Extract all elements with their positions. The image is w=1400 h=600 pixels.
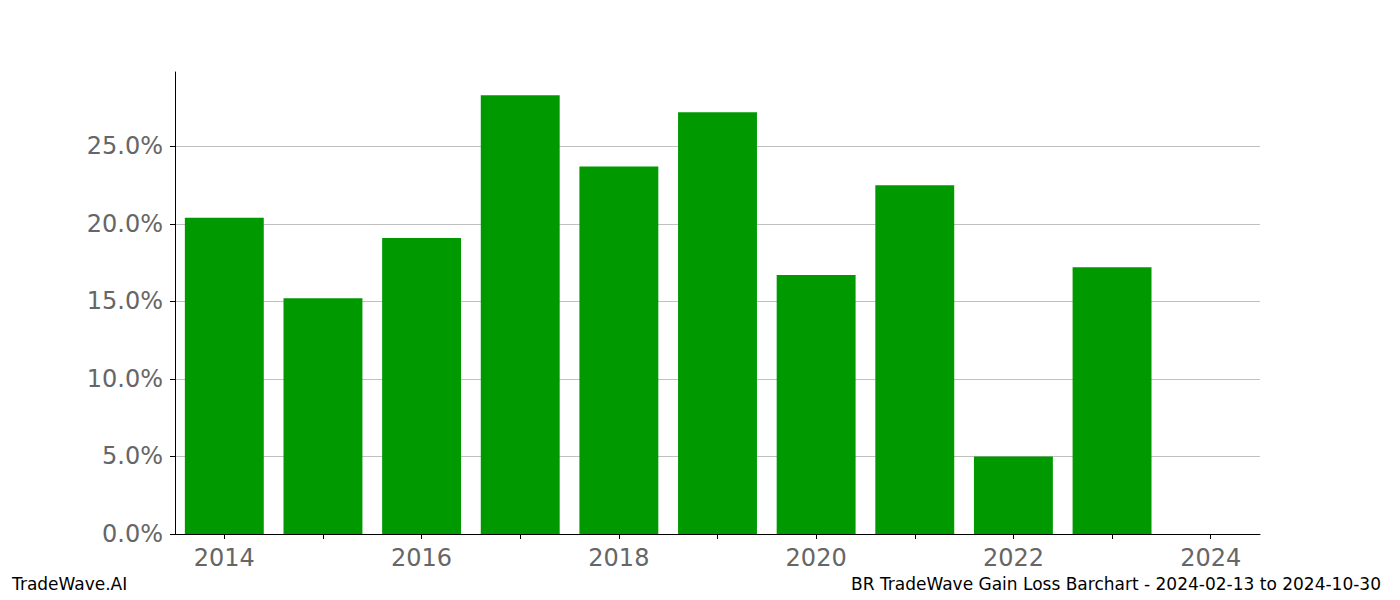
svg-text:2016: 2016 [391, 544, 452, 572]
svg-text:5.0%: 5.0% [102, 442, 163, 470]
svg-text:10.0%: 10.0% [87, 365, 163, 393]
svg-text:2018: 2018 [588, 544, 649, 572]
svg-text:0.0%: 0.0% [102, 520, 163, 548]
svg-text:2020: 2020 [786, 544, 847, 572]
svg-text:2014: 2014 [194, 544, 255, 572]
svg-text:2022: 2022 [983, 544, 1044, 572]
svg-text:TradeWave.AI: TradeWave.AI [11, 574, 127, 594]
svg-text:20.0%: 20.0% [87, 210, 163, 238]
svg-text:25.0%: 25.0% [87, 132, 163, 160]
svg-text:2024: 2024 [1180, 544, 1241, 572]
svg-text:BR TradeWave Gain Loss Barchar: BR TradeWave Gain Loss Barchart - 2024-0… [851, 574, 1381, 594]
svg-text:15.0%: 15.0% [87, 287, 163, 315]
